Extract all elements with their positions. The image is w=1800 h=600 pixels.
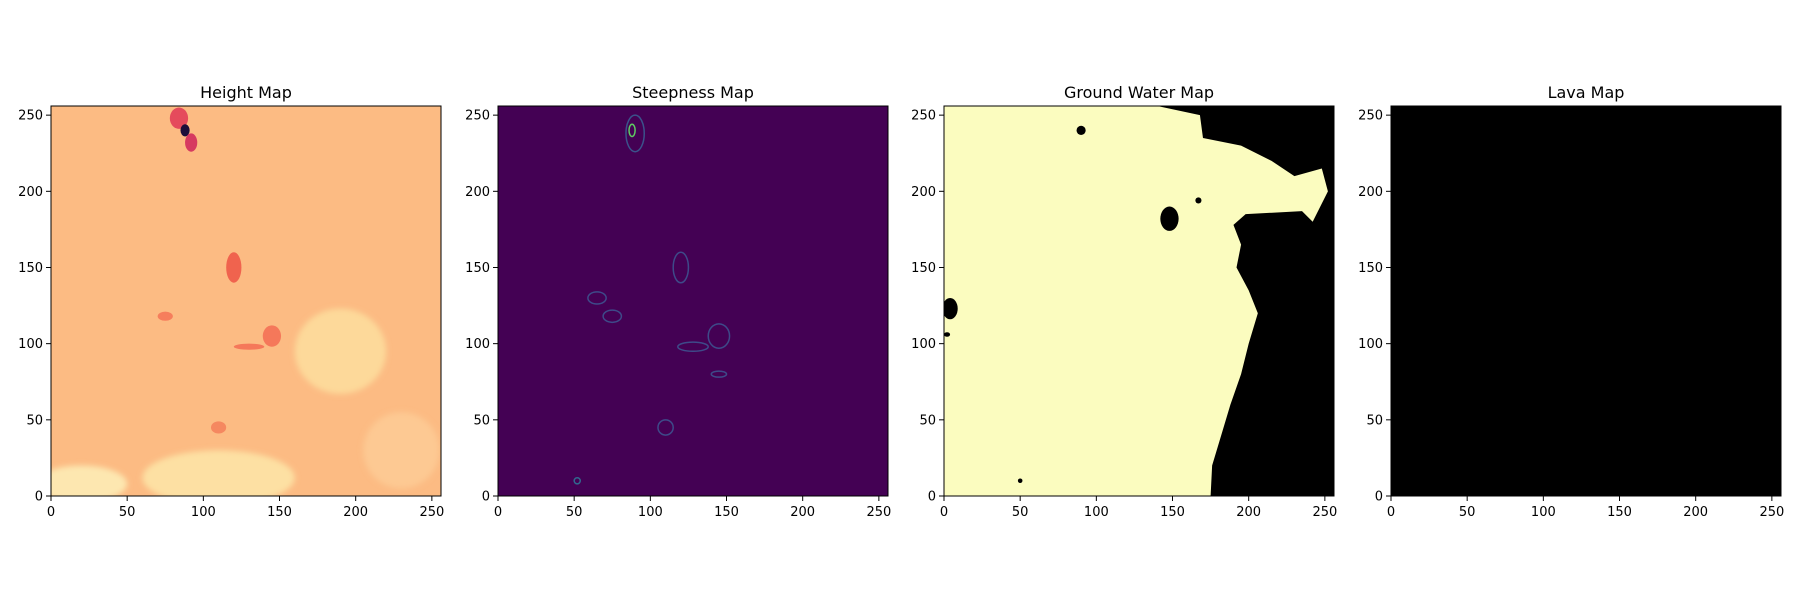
heatmap-feature-pale — [51, 465, 128, 496]
y-tick-label: 50 — [919, 413, 936, 428]
panel-title: Ground Water Map — [1064, 83, 1214, 102]
heatmap-image — [498, 106, 888, 496]
y-tick-label: 50 — [1366, 413, 1383, 428]
dry-spot — [1076, 125, 1086, 135]
heatmap-feature-ring — [573, 476, 582, 485]
y-tick-label: 0 — [928, 490, 936, 505]
y-tick-label: 150 — [1358, 261, 1383, 276]
x-tick-label: 100 — [191, 505, 216, 520]
y-tick-label: 0 — [35, 490, 43, 505]
heatmap-background — [498, 106, 888, 496]
y-tick-label: 250 — [18, 109, 43, 124]
dry-spot — [944, 332, 951, 337]
panel-lava: Lava Map 0 50 100 150 200 250 0 50 100 150 200 250 — [1358, 83, 1784, 520]
heatmap-feature-ring — [710, 370, 728, 378]
y-tick-label: 100 — [911, 337, 936, 352]
axes-frame — [497, 105, 889, 497]
x-tick-label: 100 — [1531, 505, 1556, 520]
x-tick-label: 100 — [638, 505, 663, 520]
heatmap-feature-dark — [185, 133, 198, 152]
y-tick-label: 150 — [465, 261, 490, 276]
x-tick-label: 50 — [119, 505, 136, 520]
heatmap-feature-pale — [294, 308, 387, 394]
x-tick-label: 150 — [1607, 505, 1632, 520]
heatmap-feature-dark — [233, 343, 265, 350]
x-tick-label: 250 — [866, 505, 891, 520]
dry-spot — [1017, 478, 1023, 484]
y-tick-label: 150 — [18, 261, 43, 276]
panel-height: Height Map 0 50 100 150 200 250 0 50 100 150 200 250 — [18, 83, 444, 520]
y-tick-label: 200 — [911, 185, 936, 200]
x-tick-label: 200 — [343, 505, 368, 520]
dry-region — [1157, 106, 1334, 496]
x-tick-label: 50 — [1459, 505, 1476, 520]
panel-steepness: Steepness Map 0 50 100 150 200 250 0 50 100 150 200… — [465, 83, 891, 520]
heatmap-image — [1391, 106, 1781, 496]
x-tick-label: 0 — [47, 505, 55, 520]
y-tick-label: 250 — [465, 109, 490, 124]
y-tick-label: 50 — [26, 413, 43, 428]
panel-title: Steepness Map — [632, 83, 754, 102]
y-tick-label: 200 — [18, 185, 43, 200]
heatmap-feature-ring — [602, 309, 623, 324]
x-tick-label: 50 — [566, 505, 583, 520]
x-tick-label: 100 — [1084, 505, 1109, 520]
heatmap-feature-pale — [142, 450, 295, 496]
y-tick-label: 200 — [1358, 185, 1383, 200]
heatmap-feature-dark — [157, 311, 173, 321]
x-tick-label: 250 — [419, 505, 444, 520]
y-tick-label: 250 — [1358, 109, 1383, 124]
x-tick-label: 150 — [1160, 505, 1185, 520]
x-tick-label: 50 — [1012, 505, 1029, 520]
x-tick-label: 200 — [790, 505, 815, 520]
heatmap-feature-dark — [180, 124, 190, 137]
heatmap-feature-ring — [628, 123, 636, 138]
x-tick-label: 150 — [267, 505, 292, 520]
x-tick-label: 250 — [1312, 505, 1337, 520]
subplot-grid: Height Map 0 50 100 150 200 250 0 50 100 150 200 250… — [18, 83, 1784, 520]
axes-frame — [1390, 105, 1782, 497]
heatmap-feature-dark — [226, 252, 242, 283]
x-tick-label: 200 — [1236, 505, 1261, 520]
y-tick-label: 200 — [465, 185, 490, 200]
heatmap-feature-ring — [587, 291, 607, 305]
y-tick-label: 0 — [482, 490, 490, 505]
heatmap-feature-dark — [262, 325, 282, 347]
x-tick-label: 150 — [714, 505, 739, 520]
y-tick-label: 50 — [473, 413, 490, 428]
x-tick-label: 0 — [494, 505, 502, 520]
y-tick-label: 100 — [18, 337, 43, 352]
heatmap-feature-ring — [625, 114, 645, 153]
y-tick-label: 100 — [465, 337, 490, 352]
heatmap-feature-dark — [169, 107, 189, 129]
dry-spot — [1160, 206, 1179, 231]
x-tick-label: 0 — [1387, 505, 1395, 520]
axes-frame — [50, 105, 442, 497]
heatmap-feature-dark — [210, 421, 227, 434]
y-tick-label: 250 — [911, 109, 936, 124]
x-tick-label: 250 — [1759, 505, 1784, 520]
heatmap-image — [51, 106, 441, 496]
dry-spot — [944, 297, 958, 320]
heatmap-background — [1391, 106, 1781, 496]
heatmap-feature-ring — [672, 251, 690, 284]
heatmap-feature-pale — [363, 412, 440, 489]
y-tick-label: 0 — [1375, 490, 1383, 505]
heatmap-feature-ring — [657, 419, 674, 436]
heatmap-image — [944, 106, 1334, 496]
panel-title: Lava Map — [1548, 83, 1625, 102]
x-tick-label: 200 — [1683, 505, 1708, 520]
y-tick-label: 150 — [911, 261, 936, 276]
y-tick-label: 100 — [1358, 337, 1383, 352]
heatmap-feature-ring — [677, 341, 709, 353]
axes-frame — [943, 105, 1335, 497]
dry-spot — [1195, 197, 1202, 204]
panel-title: Height Map — [200, 83, 292, 102]
x-tick-label: 0 — [940, 505, 948, 520]
panel-groundwater: Ground Water Map 0 50 100 150 200 250 0 50 100 150… — [911, 83, 1337, 520]
heatmap-feature-ring — [707, 323, 731, 349]
